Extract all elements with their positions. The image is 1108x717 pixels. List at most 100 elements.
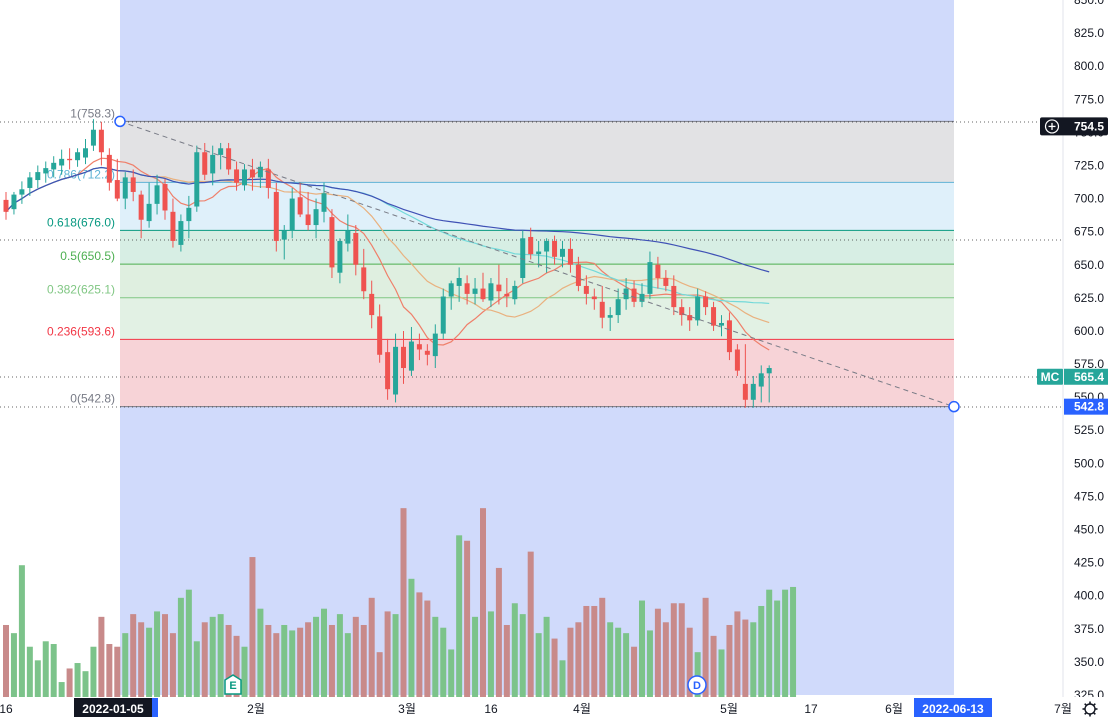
volume-bar [233,635,240,697]
candle-body [726,320,732,353]
candle-body [416,344,422,350]
volume-bar [686,627,693,697]
volume-bar [742,619,749,697]
volume-bar [106,644,113,697]
candle-body [750,383,756,400]
volume-bar [289,630,296,697]
volume-bar [3,624,9,697]
candle-body [83,148,88,158]
volume-bar [726,624,733,697]
volume-bar [98,616,105,697]
time-tick-7: 17 [804,702,818,716]
candle-body [695,296,701,321]
price-tick: 475.0 [1074,489,1104,503]
volume-bar [273,633,280,697]
candle-body [234,169,240,183]
settings-gear-icon[interactable] [1082,701,1098,717]
candle-body [464,283,470,294]
volume-bar [193,641,200,697]
candle-body [257,166,263,178]
candle-body [512,285,518,300]
fib-band-5 [120,339,954,407]
price-tick: 700.0 [1074,192,1104,206]
volume-bar [336,614,343,697]
candle-body [742,383,748,400]
volume-bar [376,652,383,697]
price-tick: 825.0 [1074,26,1104,40]
volume-bar [750,622,757,697]
candle-body [19,189,25,195]
gear-tooth [1092,711,1096,715]
candle-body [766,368,772,374]
candle-body [75,152,81,161]
candle-body [544,240,550,252]
volume-bar [321,608,327,697]
price-tick: 725.0 [1074,158,1104,172]
volume-bar [710,635,717,697]
candle-body [67,158,73,161]
candle-body [472,288,478,294]
candle-body [591,296,597,300]
volume-bar [774,600,781,697]
candle-body [607,315,613,318]
candle-body [122,177,128,199]
volume-bar [249,557,256,697]
candle-body [408,341,414,371]
candle-body [321,193,327,212]
add-alert-plus-icon[interactable] [1044,119,1060,134]
candle-body [456,278,462,286]
volume-bar [297,627,304,697]
price-tick: 675.0 [1074,225,1104,239]
candle-body [583,285,589,294]
volume-bar [265,624,272,697]
candle-body [59,158,65,166]
volume-bar [201,622,208,697]
volume-bar [352,616,359,697]
volume-bar [631,646,638,697]
candle-body [734,349,740,371]
time-highlight-bg-9 [914,698,992,717]
volume-bar [734,611,741,697]
fib-band-2 [120,230,954,265]
volume-bar [694,652,701,697]
price-tick: 600.0 [1074,324,1104,338]
volume-bar [74,663,81,697]
volume-bar [368,597,375,697]
volume-bar [34,660,41,697]
time-tick-4: 16 [484,702,498,716]
volume-bar [511,603,518,697]
volume-bar [146,627,153,697]
candle-body [536,251,542,255]
range-start-marker [152,698,158,717]
candle-body [146,203,152,222]
volume-bar [138,622,145,697]
volume-bar [662,622,669,697]
candle-body [249,169,255,178]
candle-body [480,288,486,300]
mc-prefix-label: MC [1041,370,1060,384]
candle-body [711,307,717,326]
fib-label-6: 0(542.8) [70,392,115,406]
volume-bar [344,633,351,697]
candle-body [154,185,160,204]
time-highlight-bg-1 [74,698,152,717]
candle-body [679,307,685,316]
volume-bar [646,630,653,697]
volume-bar [66,668,73,697]
candle-body [186,207,192,222]
candle-body [385,352,391,390]
candle-body [575,264,581,286]
volume-bar [18,565,25,697]
fib-label-4: 0.382(625.1) [47,283,115,297]
gear-tooth [1084,703,1088,707]
price-tick: 775.0 [1074,92,1104,106]
candle-body [98,129,104,153]
price-tick: 575.0 [1074,357,1104,371]
price-tick: 450.0 [1074,523,1104,537]
volume-bar [702,597,709,697]
volume-bar [678,603,685,697]
fib-label-5: 0.236(593.6) [47,324,115,338]
crosshair-price-value: 754.5 [1074,119,1104,133]
candle-body [202,152,208,175]
